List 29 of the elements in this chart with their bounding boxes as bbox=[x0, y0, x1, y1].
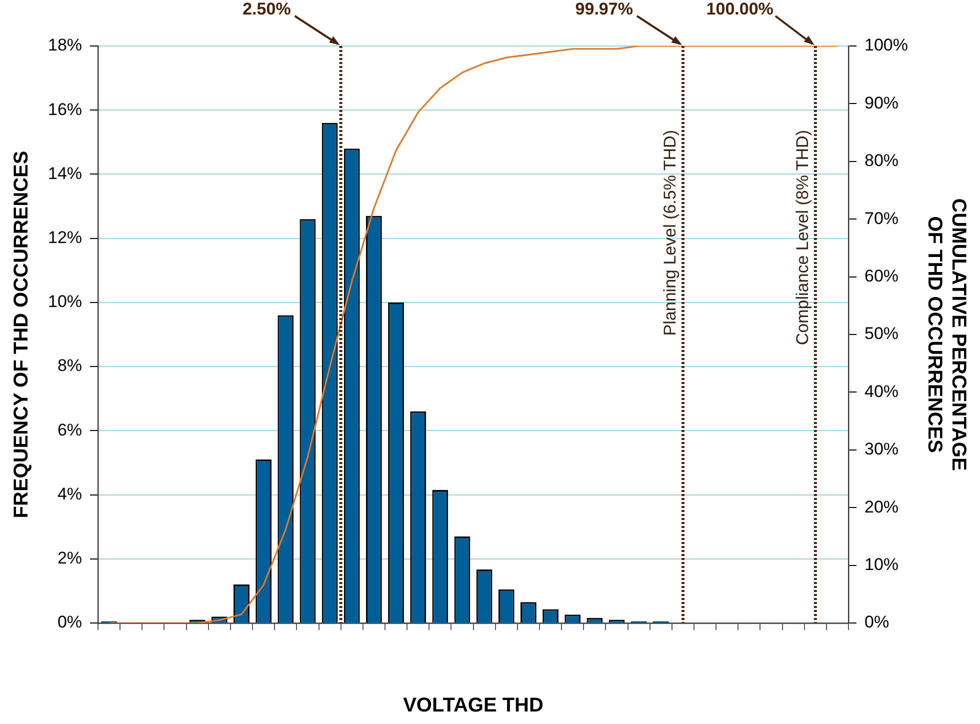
text: 2.50% bbox=[242, 0, 291, 19]
annotation: Compliance Level (8% THD) bbox=[793, 130, 812, 346]
y2-tick-label: 70% bbox=[864, 208, 899, 228]
y2-tick-label: 90% bbox=[864, 93, 899, 112]
y-axis-title: FREQUENCY OF THD OCCURRENCES bbox=[10, 150, 33, 518]
y2-tick-label: 60% bbox=[864, 266, 899, 286]
y2-tick-label: 50% bbox=[864, 324, 899, 344]
y-tick-label: 0% bbox=[57, 612, 82, 632]
y-tick-label: 18% bbox=[48, 36, 82, 55]
x-axis-title: VOLTAGE THD bbox=[403, 694, 544, 717]
y2-tick-label: 0% bbox=[864, 612, 890, 632]
y-tick-label: 12% bbox=[48, 228, 82, 248]
y-tick-label: 8% bbox=[57, 356, 82, 376]
y2-axis-title: CUMULATIVE PERCENTAGE OF THD OCCURRENCES bbox=[923, 198, 970, 471]
y-tick-label: 4% bbox=[57, 484, 82, 504]
y2-tick-label: 100% bbox=[864, 36, 908, 55]
text: 99.97% bbox=[575, 0, 633, 19]
y2-tick-label: 40% bbox=[864, 382, 899, 401]
y2-tick-label: 20% bbox=[864, 497, 899, 516]
y-tick-label: 14% bbox=[48, 164, 82, 183]
y-tick-label: 2% bbox=[57, 548, 82, 568]
text: 100.00% bbox=[706, 0, 774, 19]
annotation: Planning Level (6.5% THD) bbox=[660, 130, 680, 336]
y-tick-label: 6% bbox=[57, 420, 82, 440]
y-tick-label: 16% bbox=[48, 100, 82, 119]
y2-tick-label: 10% bbox=[864, 554, 899, 574]
y-tick-label: 10% bbox=[48, 292, 82, 312]
y2-tick-label: 80% bbox=[864, 151, 899, 170]
y2-tick-label: 30% bbox=[864, 440, 899, 459]
